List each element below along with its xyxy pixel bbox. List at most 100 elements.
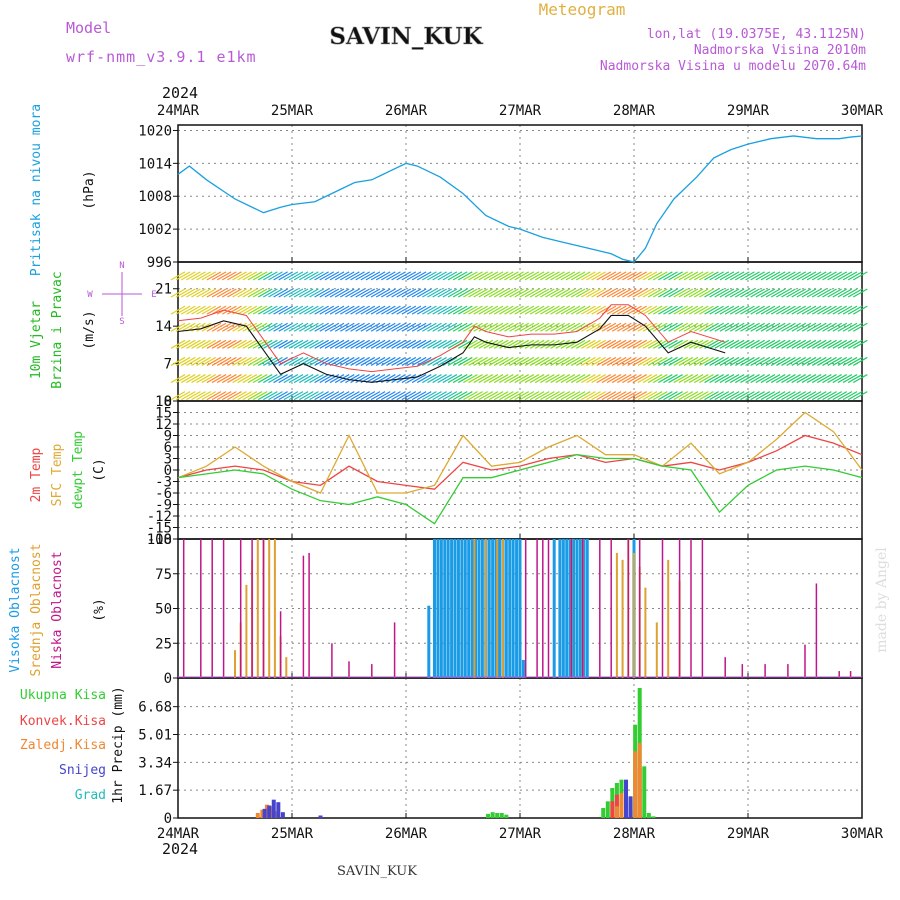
wind-barb (781, 374, 796, 384)
wind-barb (478, 391, 494, 401)
cloud-bar (678, 539, 681, 678)
wind-barb (652, 288, 668, 298)
wind-barb (422, 374, 437, 384)
wind-barb (457, 374, 473, 384)
x-tick-label-bottom: 26MAR (385, 826, 428, 842)
wind-barb (719, 356, 735, 366)
wind-barb (391, 322, 406, 332)
cloud-bar (393, 622, 396, 678)
wind-barb (811, 374, 827, 384)
cloud-bar (552, 539, 556, 678)
wind-barb (370, 356, 386, 366)
wind-barb (755, 305, 771, 315)
cloud-bar (582, 539, 586, 678)
wind-barb (591, 288, 606, 298)
wind-barb (463, 339, 478, 349)
wind-barb (658, 322, 673, 332)
wind-barb (375, 305, 391, 315)
precip-bar (619, 793, 624, 818)
x-tick-label-top: 29MAR (727, 103, 770, 119)
wind-barb (334, 391, 350, 401)
wind-barb (401, 271, 417, 281)
wind-barb (437, 374, 453, 384)
wind-barb (339, 288, 355, 298)
wind-barb (370, 288, 386, 298)
wind-barb (304, 391, 319, 401)
wind-barb (811, 391, 827, 401)
wind-barb (381, 271, 396, 281)
wind-barb (452, 288, 468, 298)
wind-barb (170, 288, 186, 298)
wind-barb (575, 356, 591, 366)
wind-barb (222, 271, 237, 281)
wind-barb (606, 356, 622, 366)
x-tick-label-top: 27MAR (499, 103, 542, 119)
wind-barb (719, 322, 735, 332)
wind-barb (683, 356, 699, 366)
wind-barb (534, 305, 550, 315)
wind-barb (170, 374, 186, 384)
wind-key-east: E (151, 290, 156, 300)
wind-barb (699, 339, 714, 349)
wind-barb (581, 339, 596, 349)
wind-barb (550, 356, 565, 366)
wind-barb (401, 288, 417, 298)
wind-barb (293, 391, 309, 401)
wind-barb (642, 356, 658, 366)
cloud-bar (477, 539, 481, 678)
wind-barb (401, 322, 417, 332)
cloud-bar (433, 539, 436, 678)
wind-barb (729, 339, 745, 349)
wind-barb (386, 271, 401, 281)
cloud-bar (450, 539, 454, 678)
wind-barb (617, 288, 632, 298)
wind-barb (324, 391, 340, 401)
y-tick-label: 50 (155, 602, 172, 618)
cloud-bar (273, 539, 276, 678)
wind-barb (719, 374, 735, 384)
wind-barb (760, 288, 776, 298)
wind-barb (201, 305, 217, 315)
wind-barb (329, 391, 345, 401)
wind-barb (180, 271, 196, 281)
wind-barb (411, 305, 427, 315)
wind-barb (832, 339, 848, 349)
wind-barb (216, 356, 232, 366)
wind-barb (350, 356, 365, 366)
model-label: Model (66, 19, 111, 37)
x-tick-label-top: 24MAR (157, 103, 200, 119)
wind-labels: 10m Vjetar Brzina i Pravac (m/s) N W E S (29, 261, 157, 389)
wind-barb (581, 271, 596, 281)
wind-key-west: W (87, 290, 93, 300)
wind-barb (817, 322, 832, 332)
wind-barb (735, 339, 750, 349)
wind-barb (211, 374, 227, 384)
wind-barb (473, 271, 488, 281)
wind-barb (268, 374, 283, 384)
wind-barb (596, 322, 612, 332)
wind-barb (750, 356, 765, 366)
wind-barb (842, 391, 858, 401)
pressure-line (177, 135, 863, 263)
wind-barb (581, 322, 596, 332)
wind-barb (724, 271, 740, 281)
wind-barb (776, 391, 791, 401)
wind-barb (755, 288, 771, 298)
wind-barb (663, 305, 678, 315)
wind-barb (632, 305, 647, 315)
wind-barb (237, 322, 252, 332)
wind-barb (796, 391, 812, 401)
wind-speed-line (177, 314, 726, 383)
wind-barb (442, 288, 458, 298)
wind-barb (350, 391, 365, 401)
wind-barb (760, 374, 776, 384)
wind-barb (175, 322, 191, 332)
wind-barb (714, 322, 730, 332)
wind-barb (401, 305, 417, 315)
wind-barb (606, 322, 622, 332)
wind-barb (627, 356, 642, 366)
wind-barb (447, 305, 463, 315)
wind-barb (273, 271, 288, 281)
wind-barb (175, 356, 191, 366)
wind-barb (247, 356, 263, 366)
